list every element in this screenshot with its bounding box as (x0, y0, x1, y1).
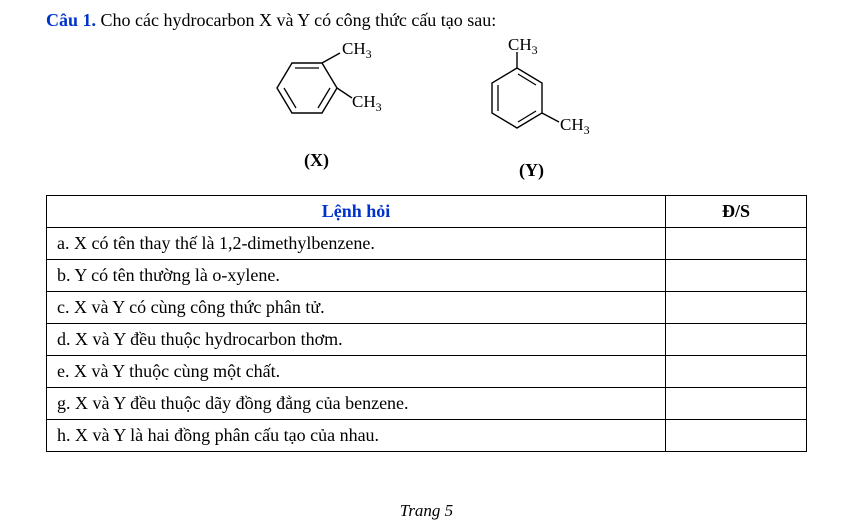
y-double-2 (518, 111, 536, 122)
row-b-text: b. Y có tên thường là o-xylene. (47, 260, 666, 292)
structure-x-label: (X) (304, 150, 329, 171)
row-b-answer[interactable] (666, 260, 807, 292)
table-header-row: Lệnh hỏi Đ/S (47, 196, 807, 228)
row-g-text: g. X và Y đều thuộc dãy đồng đẳng của be… (47, 388, 666, 420)
structures-row: CH3 CH3 (X) (46, 38, 807, 181)
table-row: b. Y có tên thường là o-xylene. (47, 260, 807, 292)
row-h-text: h. X và Y là hai đồng phân cấu tạo của n… (47, 420, 666, 452)
row-c-answer[interactable] (666, 292, 807, 324)
row-g-answer[interactable] (666, 388, 807, 420)
page-container: Câu 1. Cho các hydrocarbon X và Y có côn… (0, 0, 853, 531)
y-ch3-top: CH3 (508, 38, 538, 57)
row-e-text: e. X và Y thuộc cùng một chất. (47, 356, 666, 388)
row-h-answer[interactable] (666, 420, 807, 452)
table-row: c. X và Y có cùng công thức phân tử. (47, 292, 807, 324)
header-lenh-hoi: Lệnh hỏi (47, 196, 666, 228)
y-ch3-right: CH3 (560, 115, 590, 137)
table-row: g. X và Y đều thuộc dãy đồng đẳng của be… (47, 388, 807, 420)
x-ch3-lower: CH3 (352, 92, 382, 114)
row-d-answer[interactable] (666, 324, 807, 356)
row-e-answer[interactable] (666, 356, 807, 388)
benzene-ring-outer-y (492, 68, 542, 128)
structure-y-svg: CH3 CH3 (462, 38, 602, 158)
benzene-double-2 (318, 88, 330, 108)
structure-x-svg: CH3 CH3 (252, 38, 382, 148)
x-ch3-upper: CH3 (342, 39, 372, 61)
row-d-text: d. X và Y đều thuộc hydrocarbon thơm. (47, 324, 666, 356)
table-row: e. X và Y thuộc cùng một chất. (47, 356, 807, 388)
table-row: h. X và Y là hai đồng phân cấu tạo của n… (47, 420, 807, 452)
structure-y: CH3 CH3 (Y) (462, 38, 602, 181)
benzene-ring-outer (277, 63, 337, 113)
bond-ch3-1 (322, 53, 340, 63)
question-line: Câu 1. Cho các hydrocarbon X và Y có côn… (46, 8, 807, 32)
bond-ch3-2 (337, 88, 352, 98)
true-false-table: Lệnh hỏi Đ/S a. X có tên thay thế là 1,2… (46, 195, 807, 452)
question-prompt: Cho các hydrocarbon X và Y có công thức … (101, 10, 497, 30)
row-c-text: c. X và Y có cùng công thức phân tử. (47, 292, 666, 324)
y-bond-ch3-right (542, 113, 559, 122)
row-a-text: a. X có tên thay thế là 1,2-dimethylbenz… (47, 228, 666, 260)
page-footer: Trang 5 (0, 501, 853, 521)
structure-x: CH3 CH3 (X) (252, 38, 382, 181)
question-label: Câu 1. (46, 10, 96, 30)
table-row: a. X có tên thay thế là 1,2-dimethylbenz… (47, 228, 807, 260)
row-a-answer[interactable] (666, 228, 807, 260)
benzene-double-3 (284, 88, 296, 108)
y-double-1 (518, 74, 536, 85)
table-row: d. X và Y đều thuộc hydrocarbon thơm. (47, 324, 807, 356)
header-ds: Đ/S (666, 196, 807, 228)
structure-y-label: (Y) (519, 160, 544, 181)
